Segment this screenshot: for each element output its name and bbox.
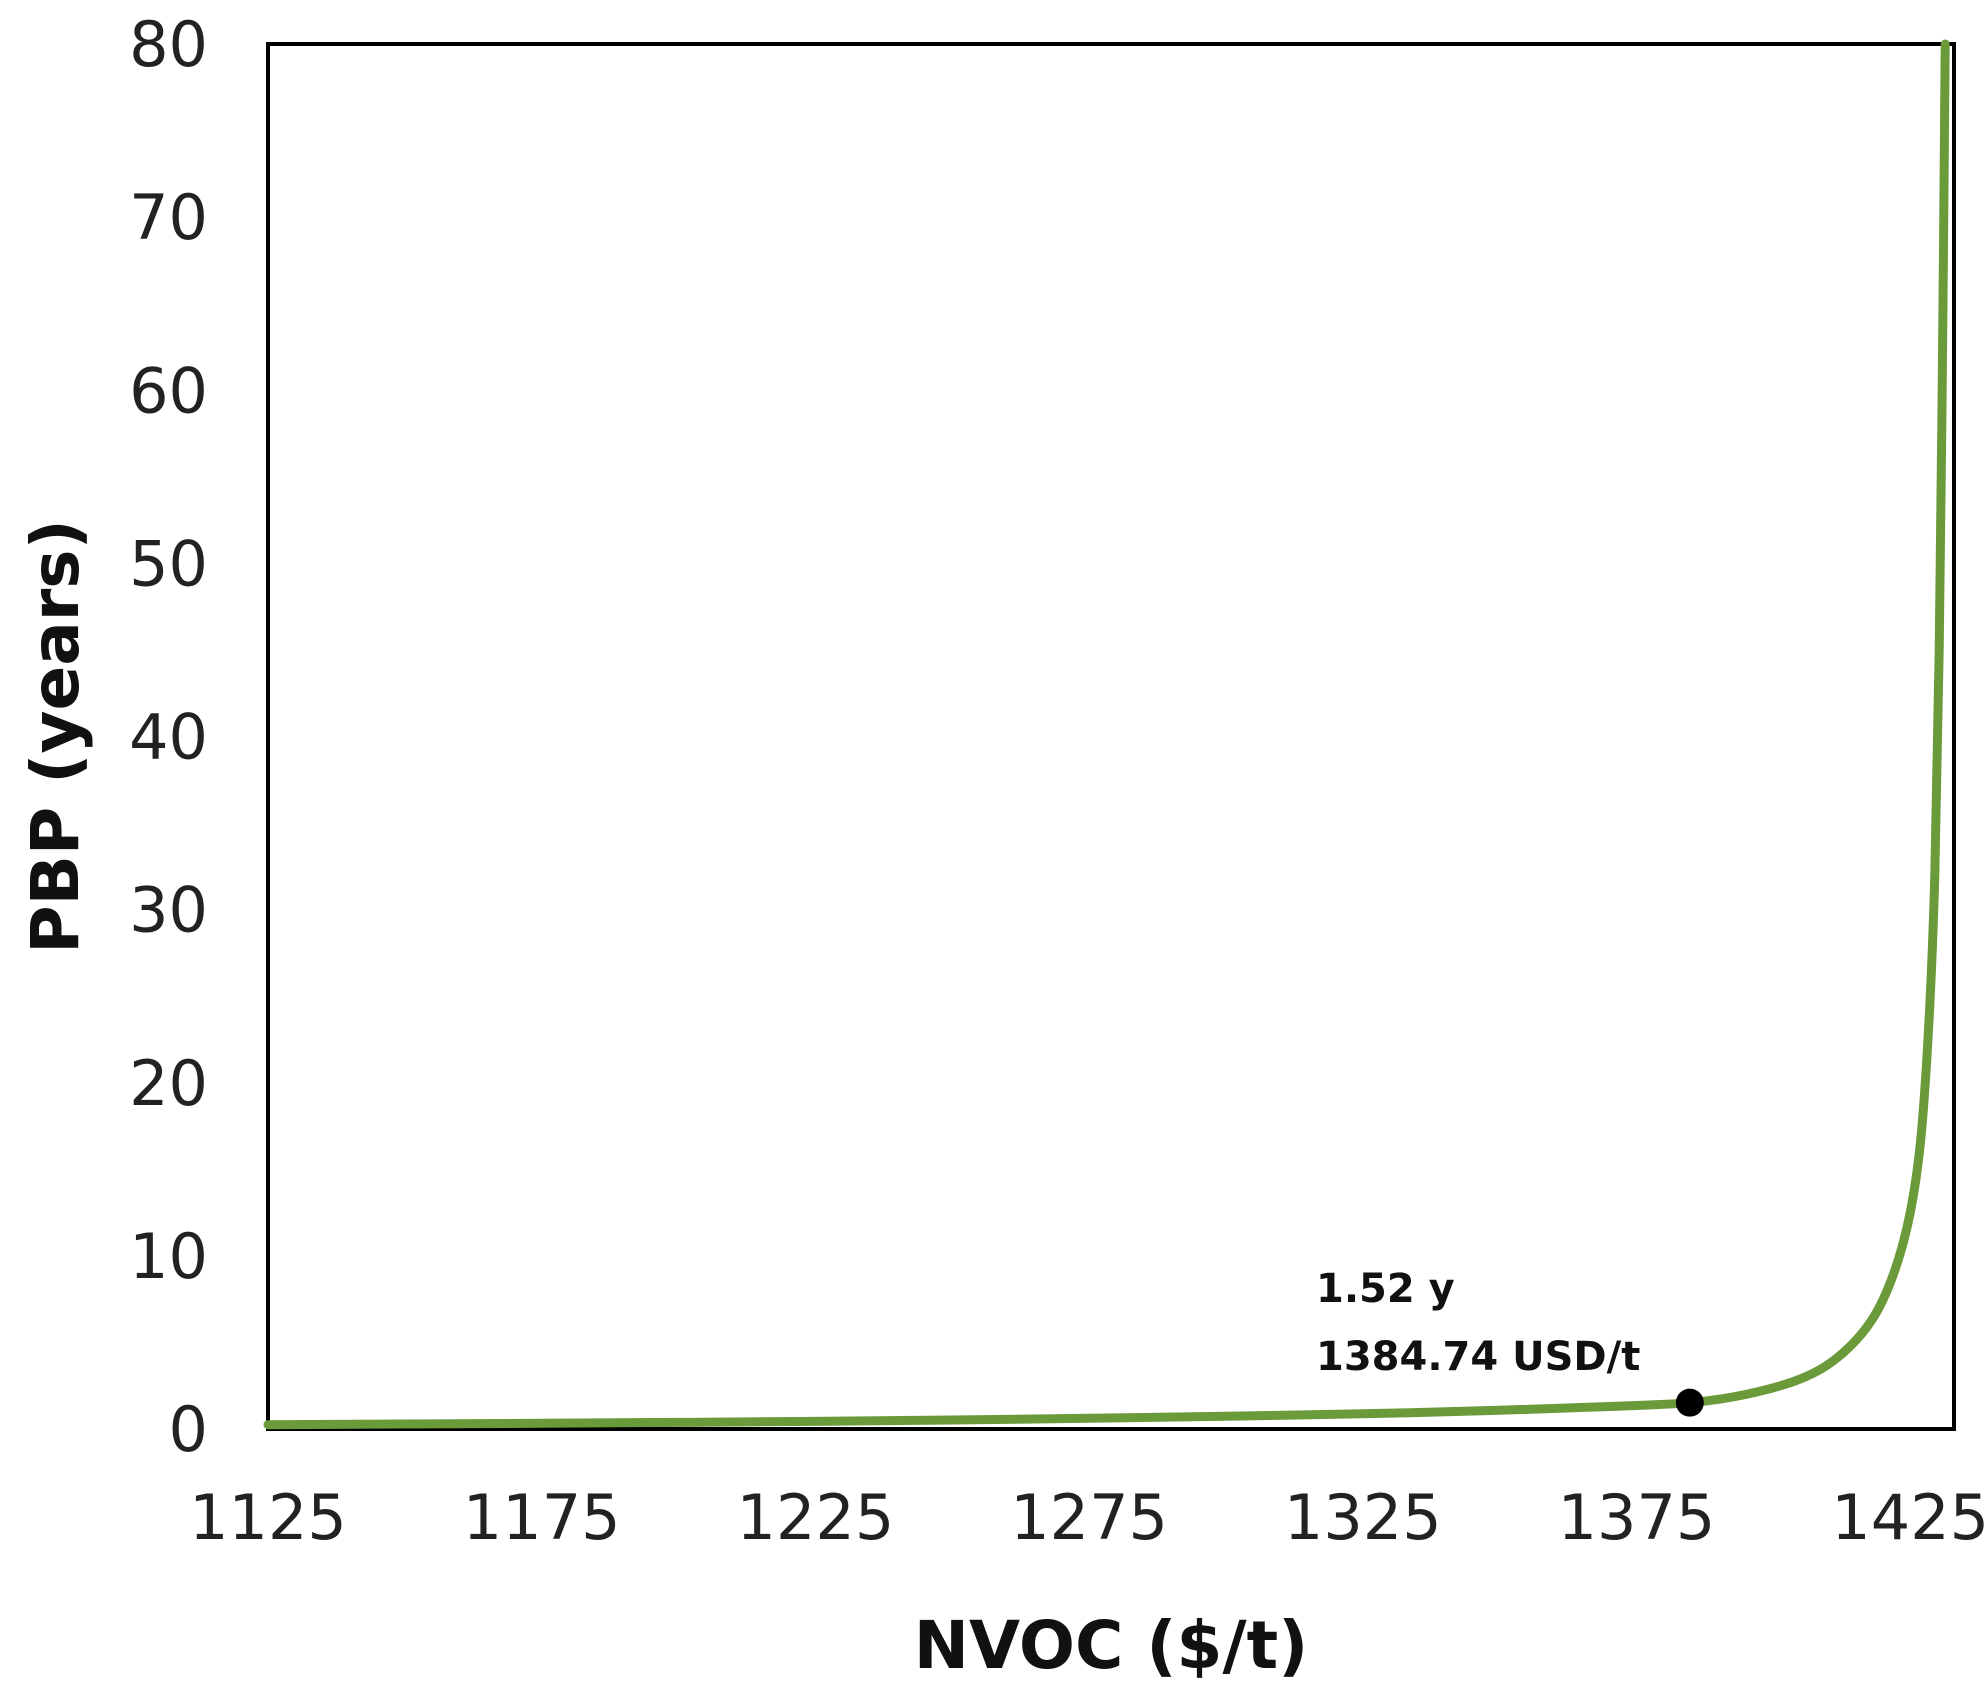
series-line-pbp (263, 39, 1950, 1430)
x-axis-title: NVOC ($/t) (914, 1607, 1309, 1684)
x-tick-label: 1275 (1010, 1481, 1168, 1554)
x-tick-label: 1225 (737, 1481, 895, 1554)
highlight-point (1675, 1388, 1704, 1417)
y-tick-label: 60 (129, 354, 208, 427)
annotation-nvoc-value: 1384.74 USD/t (1316, 1334, 1640, 1380)
x-tick-label: 1175 (463, 1481, 621, 1554)
y-tick-label: 50 (129, 527, 208, 600)
plot-area-frame (266, 42, 1956, 1431)
x-tick-label: 1375 (1558, 1481, 1716, 1554)
x-tick-label: 1425 (1831, 1481, 1988, 1554)
y-tick-label: 40 (129, 701, 208, 774)
x-tick-label: 1325 (1284, 1481, 1442, 1554)
y-tick-label: 20 (129, 1047, 208, 1120)
x-tick-label: 1125 (189, 1481, 347, 1554)
y-tick-label: 80 (129, 8, 208, 81)
y-tick-labels: 0 10 20 30 40 50 60 70 80 (129, 8, 208, 1466)
y-tick-label: 30 (129, 874, 208, 947)
x-tick-labels: 1125 1175 1225 1275 1325 1375 1425 (189, 1481, 1988, 1554)
y-axis-title: PBP (years) (17, 519, 94, 954)
y-tick-label: 10 (129, 1220, 208, 1293)
y-tick-label: 0 (169, 1393, 208, 1466)
annotation-pbp-value: 1.52 y (1316, 1266, 1455, 1312)
y-tick-label: 70 (129, 181, 208, 254)
